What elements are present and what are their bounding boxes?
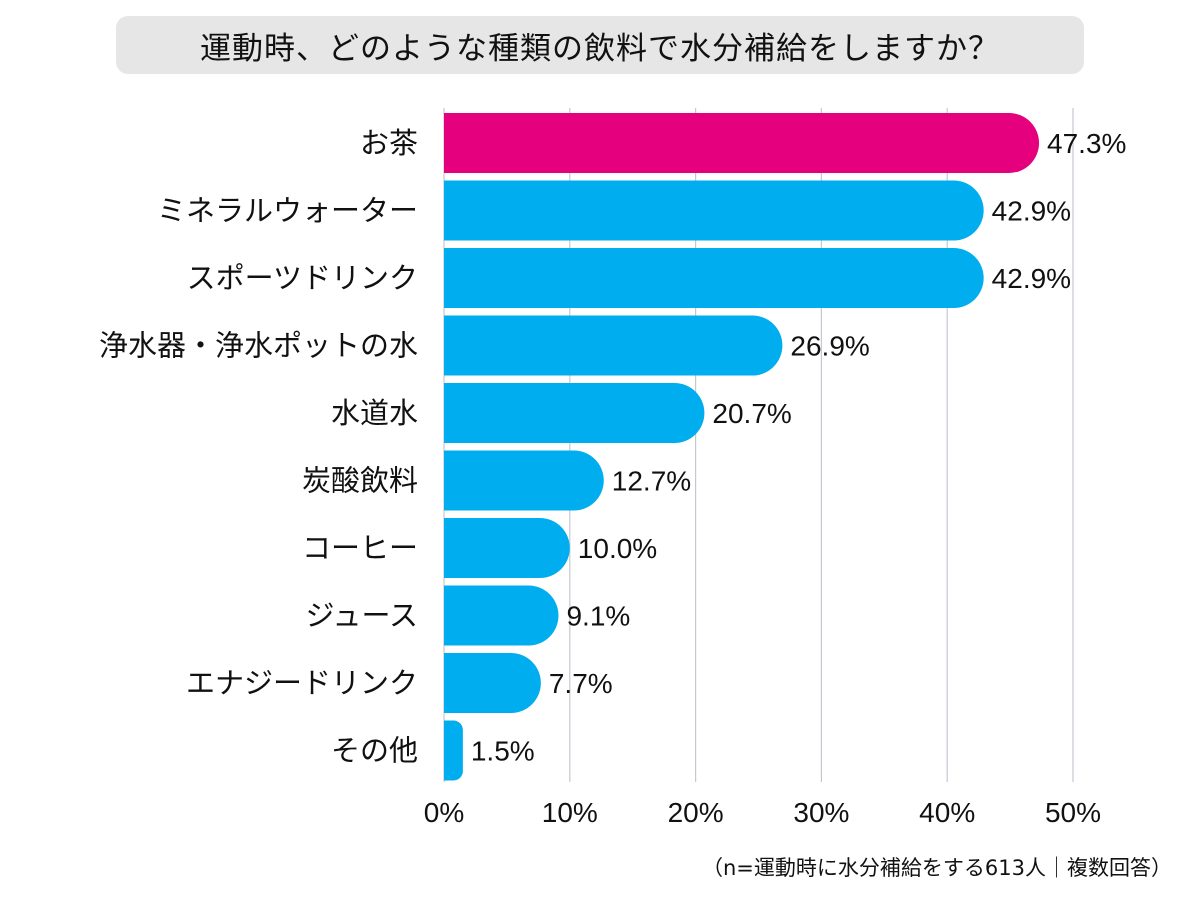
- x-tick-label: 40%: [919, 797, 975, 828]
- bar-5: [444, 383, 705, 443]
- category-label: ミネラルウォーター: [157, 194, 418, 228]
- value-label: 9.1%: [566, 601, 630, 632]
- bar-8: [444, 585, 559, 646]
- bar-3: [444, 248, 984, 308]
- footnote: （n=運動時に水分補給をする613人｜複数回答）: [702, 856, 1172, 880]
- value-label: 10.0%: [578, 533, 657, 564]
- x-tick-label: 0%: [424, 797, 464, 828]
- value-label: 42.9%: [992, 196, 1071, 227]
- bar-10: [444, 720, 463, 781]
- category-label: 浄水器・浄水ポットの水: [99, 329, 418, 363]
- x-tick-label: 30%: [793, 797, 849, 828]
- category-label: スポーツドリンク: [187, 261, 418, 295]
- bar-7: [444, 518, 570, 578]
- category-label: お茶: [360, 126, 418, 160]
- chart-title: 運動時、どのような種類の飲料で水分補給をしますか？: [116, 16, 1084, 74]
- category-label: ジュース: [305, 599, 418, 633]
- value-label: 26.9%: [790, 331, 869, 362]
- category-label: エナジードリンク: [186, 666, 418, 700]
- category-label: コーヒー: [302, 531, 418, 565]
- value-label: 20.7%: [712, 398, 791, 429]
- bar-4: [444, 315, 783, 376]
- value-label: 1.5%: [471, 736, 535, 767]
- category-label: 炭酸飲料: [302, 464, 418, 498]
- x-tick-label: 50%: [1045, 797, 1101, 828]
- bar-9: [444, 653, 541, 713]
- bar-1: [444, 113, 1040, 173]
- category-label: 水道水: [331, 396, 418, 430]
- bar-6: [444, 450, 604, 511]
- bar-2: [444, 180, 984, 241]
- value-label: 7.7%: [549, 668, 613, 699]
- category-label: その他: [331, 734, 418, 768]
- value-label: 42.9%: [992, 263, 1071, 294]
- x-tick-label: 20%: [668, 797, 724, 828]
- value-label: 12.7%: [612, 466, 691, 497]
- value-label: 47.3%: [1047, 128, 1126, 159]
- x-tick-label: 10%: [542, 797, 598, 828]
